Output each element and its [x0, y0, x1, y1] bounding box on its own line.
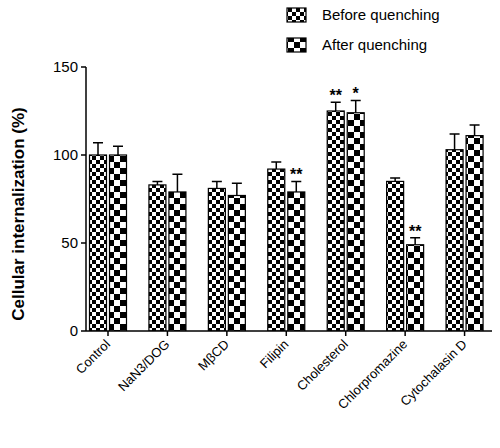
y-axis-label: Cellular internalization (%): [9, 107, 28, 320]
error-bar: [172, 174, 182, 192]
error-bar: [271, 162, 281, 169]
bar: [208, 188, 225, 331]
bar: [169, 192, 186, 331]
x-tick: [345, 331, 347, 336]
error-bar: [470, 125, 480, 136]
bar: [446, 150, 463, 331]
legend-label: After quenching: [322, 36, 427, 53]
y-tick: [81, 242, 86, 244]
x-tick-label: NaN3/DOG: [115, 337, 173, 395]
y-tick-label: 100: [53, 146, 78, 163]
significance-label: **: [290, 166, 303, 183]
significance-label: **: [409, 223, 422, 240]
x-tick: [464, 331, 466, 336]
y-tick: [81, 66, 86, 68]
bar: [407, 245, 424, 331]
error-bar: [113, 146, 123, 155]
bar: [228, 195, 245, 331]
error-bar: [93, 143, 103, 155]
error-bar: [152, 181, 162, 185]
legend-swatch: [287, 38, 306, 52]
significance-label: **: [329, 87, 342, 104]
y-tick-label: 50: [61, 234, 78, 251]
x-tick-label: Control: [73, 336, 113, 376]
bar: [288, 192, 305, 331]
x-axis: [86, 330, 492, 332]
error-bar: [232, 183, 242, 195]
error-bar: [212, 181, 222, 188]
y-tick-label: 150: [53, 58, 78, 75]
x-tick: [226, 331, 228, 336]
error-bars: [93, 100, 480, 244]
y-tick-label: 0: [70, 322, 78, 339]
legend-swatch: [287, 8, 306, 22]
bar: [149, 185, 166, 331]
bar: [327, 111, 344, 331]
significance-label: *: [353, 85, 360, 102]
bar: [268, 169, 285, 331]
x-tick-label: Cytochalasin D: [397, 337, 469, 409]
chart-svg: *******050100150ControlNaN3/DOGMβCDFilip…: [0, 0, 500, 448]
bar: [110, 155, 127, 331]
bar: [466, 136, 483, 331]
y-tick: [81, 330, 86, 332]
x-tick-label: Cholesterol: [294, 336, 351, 393]
y-tick: [81, 154, 86, 156]
x-tick: [286, 331, 288, 336]
y-axis: [85, 67, 87, 331]
x-tick-label: Filipin: [257, 337, 292, 372]
x-tick: [404, 331, 406, 336]
bar: [387, 181, 404, 331]
x-tick: [167, 331, 169, 336]
x-tick: [107, 331, 109, 336]
error-bar: [390, 178, 400, 182]
x-tick-label: MβCD: [195, 337, 232, 374]
legend-label: Before quenching: [322, 6, 440, 23]
chart-container: *******050100150ControlNaN3/DOGMβCDFilip…: [0, 0, 500, 448]
error-bar: [450, 134, 460, 150]
bar: [90, 155, 107, 331]
bars: [90, 111, 484, 331]
bar: [347, 113, 364, 331]
